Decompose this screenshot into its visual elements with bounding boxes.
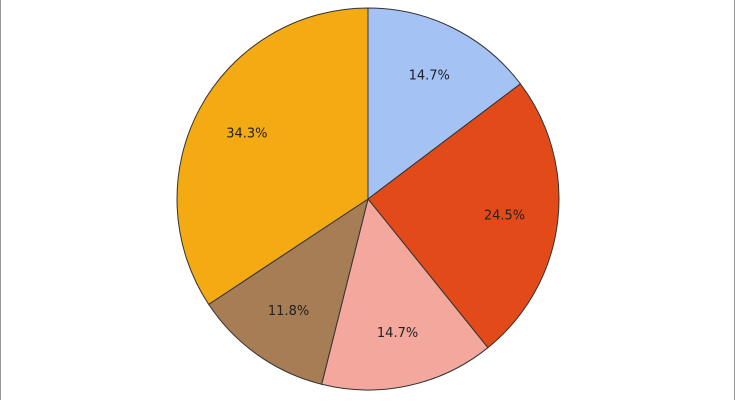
pie-slice: [176, 7, 369, 306]
pie-slice: [367, 83, 560, 349]
slice-label: 34.3%: [226, 126, 267, 141]
slice-label: 14.7%: [377, 326, 418, 341]
pie-slice: [367, 7, 522, 201]
slice-label: 14.7%: [409, 68, 450, 83]
slice-label: 24.5%: [484, 208, 525, 223]
pie-slice: [207, 197, 369, 385]
pie-slice: [321, 197, 489, 391]
slice-label: 11.8%: [268, 304, 309, 319]
